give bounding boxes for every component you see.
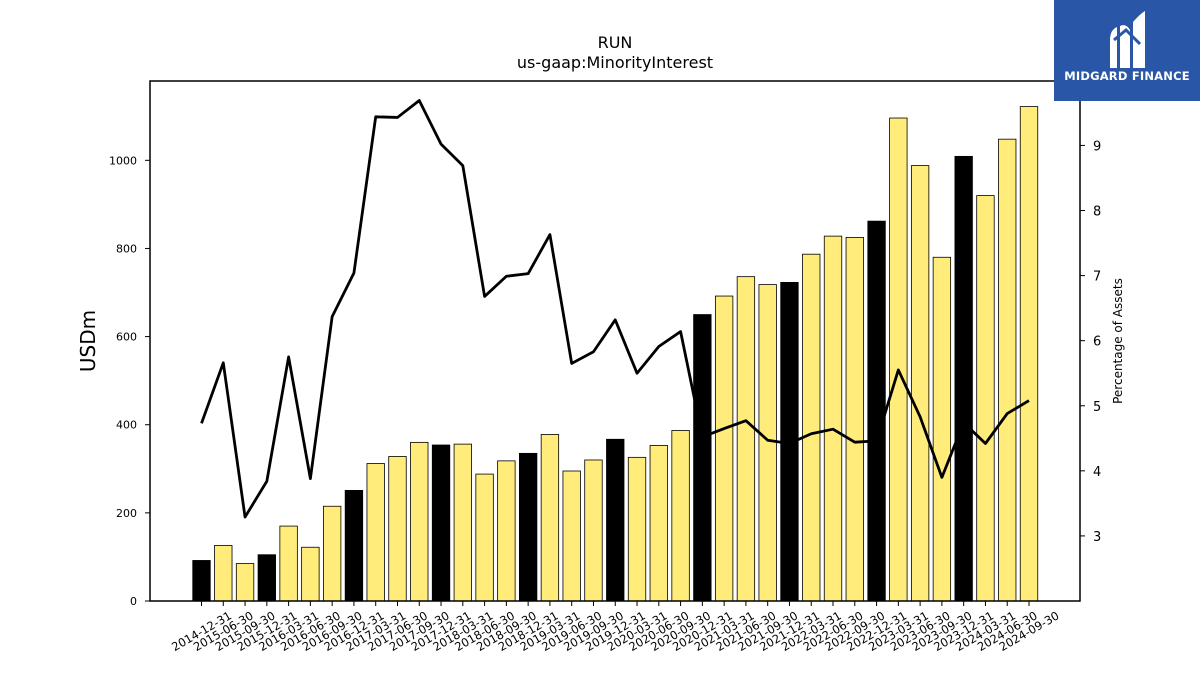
midgard-finance-logo: MIDGARD FINANCE [1054,0,1200,101]
right-axis: 3 4 5 6 7 8 9 [1080,139,1101,545]
bar [431,444,451,602]
bar [976,195,995,602]
y-tick-label: 0 [130,595,137,608]
bar [475,473,494,602]
y2-tick-label: 9 [1093,139,1101,154]
y2-axis-label: Percentage of Assets [1111,278,1125,404]
y2-tick-label: 8 [1093,205,1101,220]
bar [301,546,320,602]
y-tick-label: 200 [116,507,137,520]
bars-layer [192,106,1039,602]
bar [867,220,886,602]
bar [889,117,908,602]
bar [802,253,821,602]
y2-tick-label: 5 [1093,400,1101,415]
y2-tick-label: 3 [1093,530,1101,545]
bar [366,463,385,602]
bar [323,505,342,602]
y-axis-label: USDm [76,310,100,372]
bar [257,554,276,602]
y2-tick-label: 6 [1093,335,1101,350]
bar [736,276,756,602]
bar [998,138,1017,602]
bar [562,470,581,602]
bar [758,284,777,602]
bar [214,545,233,602]
y-tick-label: 400 [116,419,137,432]
y-tick-label: 1000 [109,154,137,167]
bar [932,256,952,602]
bar [453,443,472,602]
bar [410,441,429,602]
y-tick-label: 800 [116,242,137,255]
bar [388,456,407,602]
bar [584,459,603,602]
y2-tick-label: 4 [1093,465,1101,480]
bar [540,434,560,602]
bar [344,489,364,602]
bar [627,456,647,602]
bar [235,563,255,602]
bar [497,460,516,602]
bar [714,295,734,602]
chart-subtitle: us-gaap:MinorityInterest [517,53,713,72]
y-tick-label: 600 [116,331,137,344]
bar [606,438,625,602]
bar [910,165,930,602]
bar [649,445,668,602]
midgard-m-logo-icon [1110,11,1145,69]
bar [693,314,712,602]
bar [671,430,690,602]
bar [823,235,843,602]
bar [954,155,973,602]
line-layer [200,99,1030,519]
bar [279,525,298,602]
left-axis: 0 200 400 600 800 1000 [109,154,150,608]
bar [845,237,864,602]
chart-title: RUN [598,33,633,52]
bar [192,560,211,602]
bar [1019,106,1039,602]
y2-tick-label: 7 [1093,270,1101,285]
series-line [200,99,1030,519]
logo-text: MIDGARD FINANCE [1064,69,1190,83]
x-axis: 2014-12-312015-06-302015-09-302015-12-31… [169,601,1062,654]
bar [518,452,538,602]
